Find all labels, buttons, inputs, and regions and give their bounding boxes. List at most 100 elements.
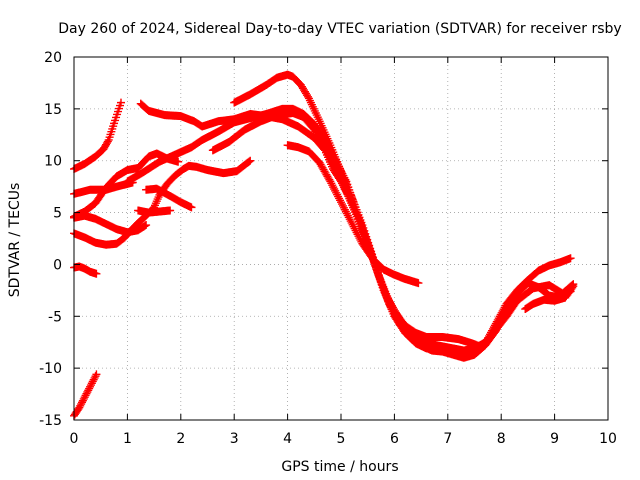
data-point — [345, 215, 354, 224]
data-point — [498, 314, 507, 323]
data-point — [354, 232, 363, 241]
data-point — [320, 144, 329, 153]
y-tick-label: 0 — [53, 257, 62, 273]
data-point — [88, 377, 97, 386]
data-point — [329, 183, 338, 192]
data-point — [79, 394, 88, 403]
data-point — [330, 185, 339, 193]
data-point — [391, 313, 400, 322]
data-point — [569, 282, 578, 291]
data-point — [350, 224, 359, 233]
data-point — [245, 157, 254, 166]
data-point — [351, 226, 360, 235]
data-point — [312, 128, 321, 137]
data-point — [244, 158, 253, 167]
data-point — [317, 137, 326, 146]
data-point — [331, 186, 340, 195]
x-tick-label: 9 — [550, 431, 559, 447]
data-point — [341, 207, 350, 216]
data-point — [322, 148, 331, 157]
data-point — [323, 149, 332, 158]
data-point — [328, 159, 337, 168]
data-point — [332, 188, 341, 197]
data-point — [81, 391, 90, 400]
data-point — [497, 316, 506, 325]
data-point — [77, 400, 86, 409]
data-point — [336, 196, 345, 205]
data-point — [315, 134, 324, 143]
y-tick-label: 10 — [44, 154, 62, 170]
data-point — [92, 269, 101, 278]
data-point — [322, 170, 331, 179]
data-point — [78, 398, 87, 407]
data-point — [103, 137, 112, 146]
series-s6 — [70, 156, 255, 249]
data-point — [337, 198, 345, 207]
data-point — [388, 307, 397, 316]
data-point — [340, 205, 349, 214]
data-point — [320, 142, 329, 151]
y-tick-label: 5 — [53, 206, 62, 222]
data-point — [494, 321, 503, 330]
data-point — [328, 181, 337, 190]
data-point — [87, 379, 96, 388]
data-point — [327, 179, 336, 188]
data-point — [320, 167, 329, 176]
data-point — [142, 221, 151, 230]
data-point — [78, 396, 87, 405]
data-point — [313, 130, 322, 139]
x-tick-label: 8 — [497, 431, 506, 447]
data-point — [333, 190, 342, 199]
data-point — [566, 254, 575, 263]
data-point — [495, 319, 504, 328]
data-point — [314, 132, 323, 141]
y-axis-label: SDTVAR / TECUs — [7, 183, 23, 298]
data-point — [346, 217, 355, 226]
data-point — [86, 382, 95, 391]
series-s3 — [70, 98, 125, 174]
data-point — [330, 163, 339, 172]
data-point — [387, 305, 396, 314]
data-point — [318, 139, 327, 148]
data-point — [174, 157, 183, 166]
data-point — [355, 234, 364, 243]
x-tick-label: 0 — [70, 431, 79, 447]
data-point — [496, 317, 505, 326]
data-point — [352, 228, 361, 237]
data-points — [70, 70, 578, 420]
data-point — [91, 372, 100, 381]
data-point — [316, 135, 325, 144]
data-point — [82, 389, 91, 398]
data-point — [324, 174, 333, 183]
y-tick-label: -10 — [39, 361, 62, 377]
data-point — [499, 312, 508, 321]
data-point — [116, 98, 125, 107]
data-point — [311, 127, 320, 136]
data-point — [389, 309, 398, 318]
data-point — [321, 168, 330, 177]
x-axis-label: GPS time / hours — [281, 459, 398, 475]
series-s2 — [70, 262, 101, 278]
data-point — [353, 230, 362, 239]
data-point — [335, 194, 344, 203]
data-point — [316, 160, 325, 169]
data-point — [310, 125, 319, 134]
data-point — [385, 299, 394, 308]
data-point — [325, 153, 334, 162]
data-point — [414, 279, 423, 288]
data-point — [390, 311, 399, 320]
data-point — [501, 308, 510, 317]
data-point — [338, 201, 347, 210]
data-point — [343, 211, 352, 220]
data-point — [329, 161, 338, 170]
series-s8 — [142, 184, 196, 212]
data-point — [491, 326, 500, 335]
data-point — [85, 384, 94, 393]
x-tick-label: 4 — [283, 431, 292, 447]
x-tick-label: 7 — [443, 431, 452, 447]
chart-title: Day 260 of 2024, Sidereal Day-to-day VTE… — [58, 21, 621, 37]
data-point — [342, 209, 351, 218]
data-point — [90, 373, 99, 382]
data-point — [83, 387, 92, 396]
